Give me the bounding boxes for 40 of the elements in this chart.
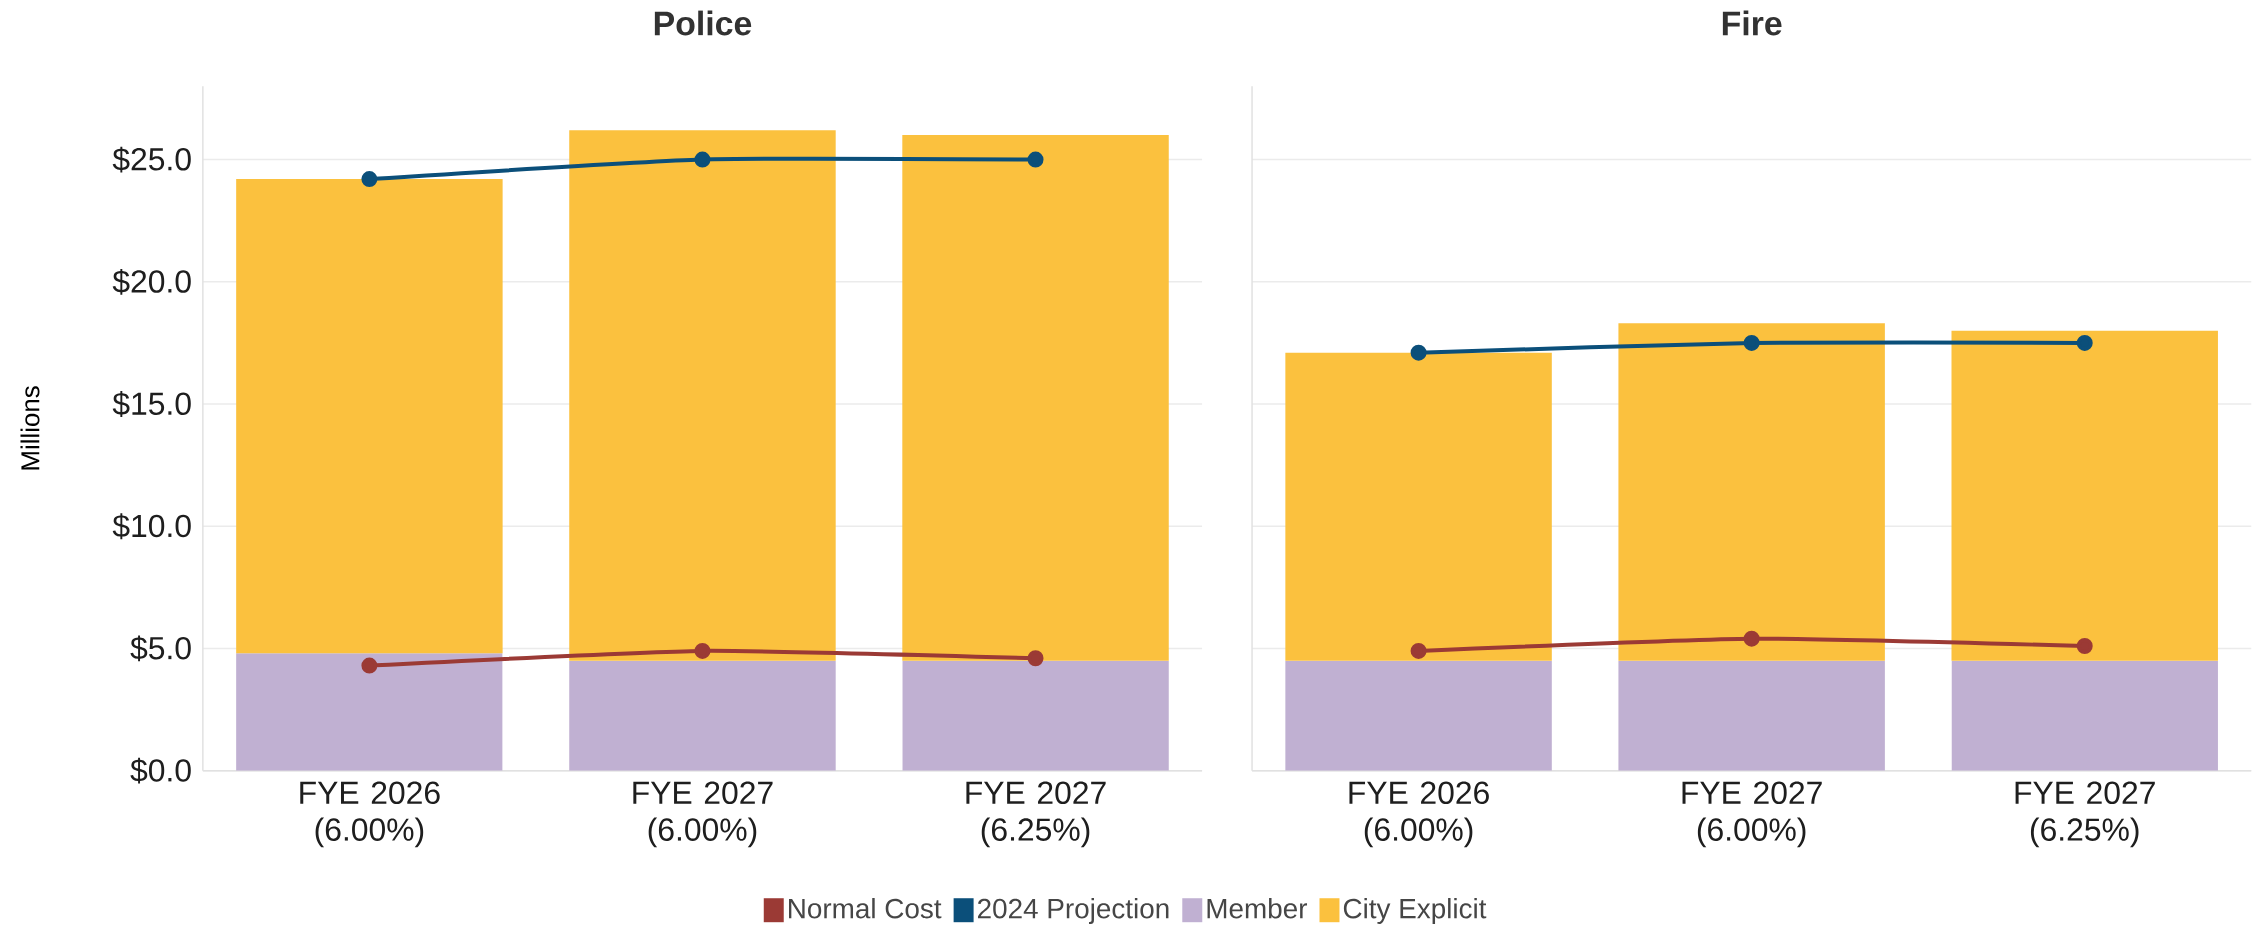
point — [1027, 151, 1044, 168]
x-tick-label: FYE 2027 (6.00%) — [633, 781, 773, 848]
bar — [1951, 660, 2218, 771]
point — [1410, 344, 1427, 361]
y-tick-label: $0.0 — [130, 758, 191, 784]
point — [694, 151, 711, 168]
chart-title: Fire — [1722, 10, 1782, 36]
bar — [1285, 660, 1552, 771]
x-tick-label: FYE 2026 (6.00%) — [300, 781, 440, 848]
bar — [902, 135, 1169, 661]
bar — [236, 653, 503, 771]
x-tick-label: FYE 2026 (6.00%) — [1349, 781, 1489, 848]
chart-title: Police — [654, 10, 752, 36]
point — [1743, 630, 1760, 647]
point — [361, 657, 378, 674]
legend-label: Member — [1207, 898, 1308, 919]
y-tick-label: $15.0 — [112, 391, 191, 418]
point — [2076, 335, 2093, 352]
x-tick-label: FYE 2027 (6.25%) — [966, 781, 1106, 848]
bar — [1618, 660, 1885, 771]
y-axis-title: Millions — [20, 386, 40, 470]
bar — [236, 179, 503, 654]
point — [1410, 643, 1427, 660]
y-tick-label: $25.0 — [112, 146, 191, 173]
x-tick-label: FYE 2027 (6.25%) — [2015, 781, 2155, 848]
legend-label: 2024 Projection — [978, 898, 1169, 925]
y-tick-label: $20.0 — [112, 269, 191, 295]
point — [361, 171, 378, 188]
bar — [902, 660, 1169, 771]
legend-label: Normal Cost — [789, 898, 942, 919]
y-tick-label: $5.0 — [130, 635, 191, 662]
legend-label: City Explicit — [1343, 898, 1487, 925]
point — [1743, 335, 1760, 352]
point — [2076, 638, 2093, 655]
x-tick-label: FYE 2027 (6.00%) — [1682, 781, 1822, 848]
bar — [1951, 330, 2218, 661]
point — [694, 643, 711, 660]
y-tick-label: $10.0 — [112, 513, 191, 540]
bar — [1285, 352, 1552, 661]
point — [1027, 650, 1044, 667]
